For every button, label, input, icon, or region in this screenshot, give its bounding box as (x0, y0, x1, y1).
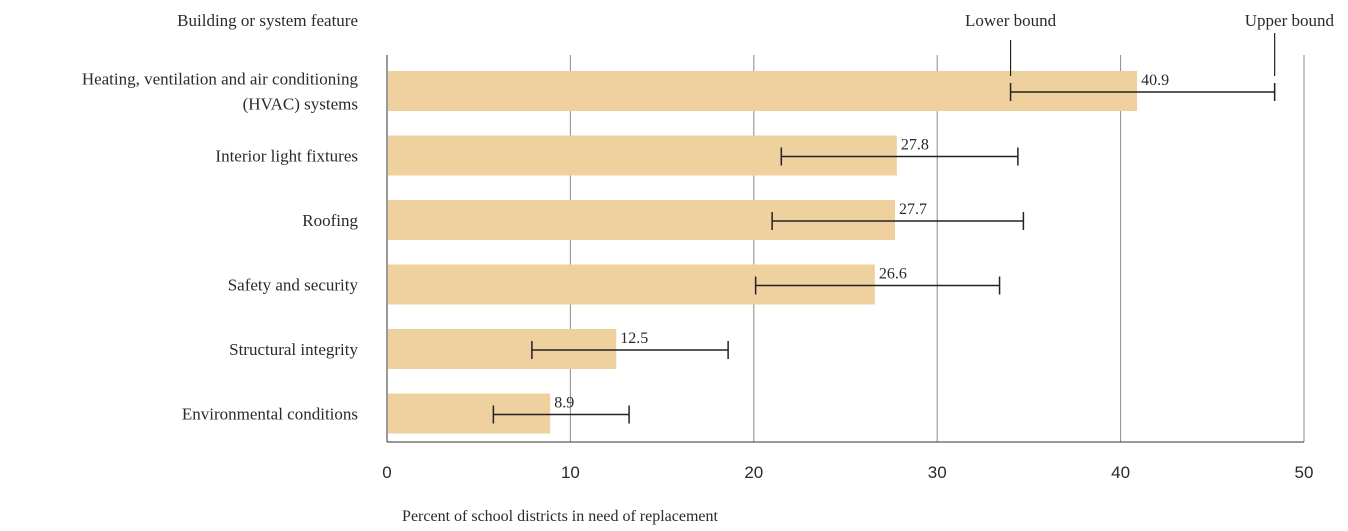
bound-legend: Lower bound Upper bound (965, 11, 1335, 76)
category-label: Roofing (302, 211, 358, 230)
error-bars (492, 83, 1276, 424)
category-label-line: Interior light fixtures (215, 147, 358, 166)
category-label: Structural integrity (229, 340, 358, 359)
bar (388, 200, 896, 240)
category-label-line: Heating, ventilation and air conditionin… (82, 70, 359, 89)
x-tick-label: 10 (561, 463, 580, 482)
value-labels: 40.9 27.8 27.7 26.6 12.5 8.9 (554, 72, 1169, 412)
value-label: 40.9 (1141, 72, 1169, 89)
lower-bound-label: Lower bound (965, 11, 1057, 30)
category-label: Safety and security (228, 276, 359, 295)
value-label: 12.5 (620, 330, 648, 347)
x-tick-label: 20 (744, 463, 763, 482)
bars (388, 71, 1138, 434)
value-label: 8.9 (554, 395, 574, 412)
category-label-line: (HVAC) systems (243, 95, 358, 114)
category-label-line: Environmental conditions (182, 405, 358, 424)
gridlines (386, 55, 1305, 443)
bar (388, 264, 875, 305)
category-header: Building or system feature (177, 11, 358, 30)
category-labels: Heating, ventilation and air conditionin… (82, 70, 359, 424)
x-tick-label: 0 (382, 463, 391, 482)
category-label-line: Structural integrity (229, 340, 358, 359)
value-label: 27.7 (899, 201, 927, 218)
value-label: 26.6 (879, 266, 907, 283)
x-tick-labels: 0 10 20 30 40 50 (382, 463, 1313, 482)
category-label: Heating, ventilation and air conditionin… (82, 70, 359, 114)
category-label-line: Roofing (302, 211, 358, 230)
upper-bound-label: Upper bound (1245, 11, 1335, 30)
x-axis-label: Percent of school districts in need of r… (402, 508, 718, 525)
category-label: Interior light fixtures (215, 147, 358, 166)
category-label: Environmental conditions (182, 405, 358, 424)
x-tick-label: 30 (928, 463, 947, 482)
value-label: 27.8 (901, 137, 929, 154)
bar (388, 329, 617, 369)
x-tick-label: 50 (1295, 463, 1314, 482)
bar (388, 135, 897, 176)
bar (388, 393, 551, 434)
x-tick-label: 40 (1111, 463, 1130, 482)
bar (388, 71, 1138, 111)
category-label-line: Safety and security (228, 276, 359, 295)
